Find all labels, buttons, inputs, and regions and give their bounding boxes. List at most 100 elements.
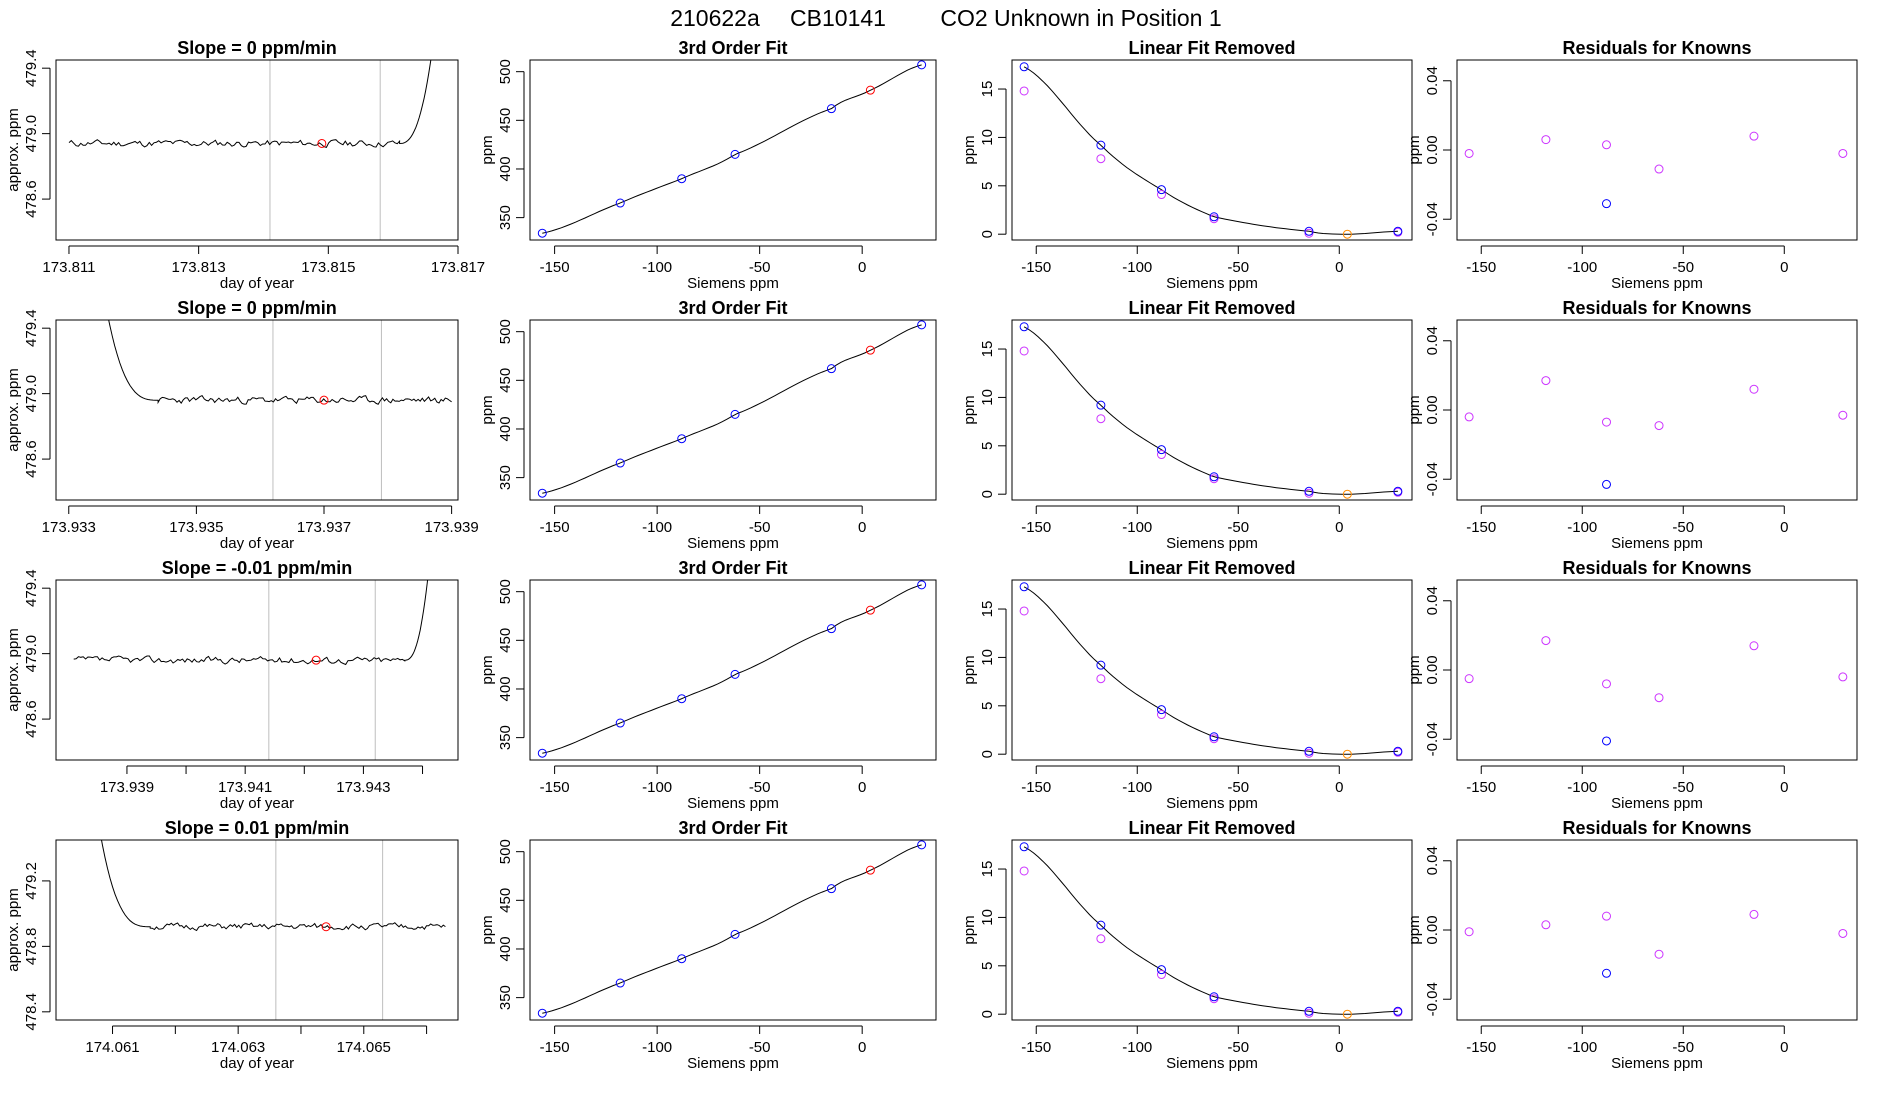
- known-standard-point: [1393, 1006, 1403, 1016]
- panel-r2-linear_removed: Linear Fit Removed -150 -100 -50 0 Siemens pp…: [961, 558, 1413, 812]
- panel-r1-fit: 3rd Order Fit -150 -100 -50 0 Siemens ppm 350 4…: [479, 298, 937, 552]
- known-standard-point: [1019, 842, 1029, 852]
- panel-title: 3rd Order Fit: [678, 818, 787, 838]
- y-tick-label: 350: [497, 985, 514, 1010]
- concentration-trace: [100, 840, 446, 932]
- x-tick-label: 173.939: [100, 779, 154, 796]
- x-tick-label: -50: [1672, 1039, 1694, 1056]
- known-standard-point: [1209, 472, 1219, 482]
- panel-title: Linear Fit Removed: [1128, 298, 1295, 318]
- panel-title: 3rd Order Fit: [678, 298, 787, 318]
- plot-frame: [1011, 319, 1413, 501]
- panel-title: Slope = 0 ppm/min: [177, 38, 337, 58]
- x-tick-label: 173.813: [172, 259, 226, 276]
- known-standard-point: [1096, 400, 1106, 410]
- y-axis-label: approx. ppm: [5, 888, 22, 971]
- y-tick-label: 0.00: [1424, 135, 1441, 164]
- y-tick-label: 15: [979, 81, 996, 98]
- panel-title: Residuals for Knowns: [1562, 558, 1751, 578]
- x-tick-label: 174.065: [337, 1039, 391, 1056]
- panel-r3-fit: 3rd Order Fit -150 -100 -50 0 Siemens ppm 350 4…: [479, 818, 937, 1072]
- reference-point: [1209, 474, 1219, 484]
- unknown-point: [1342, 229, 1352, 239]
- known-standard-point: [537, 228, 547, 238]
- plot-frame: [55, 579, 459, 761]
- panel-r0-linear_removed: Linear Fit Removed -150 -100 -50 0 Siemens pp…: [961, 38, 1413, 292]
- plot-frame: [529, 59, 937, 241]
- plot-area: [1019, 582, 1403, 759]
- x-tick-label: -50: [1227, 519, 1249, 536]
- residual-outlier-point: [1601, 968, 1611, 978]
- residual-point: [1601, 679, 1611, 689]
- reference-point: [1304, 228, 1314, 238]
- known-standard-point: [1156, 445, 1166, 455]
- y-tick-label: 5: [979, 702, 996, 710]
- fit-curve: [542, 844, 922, 1014]
- x-axis-label: Siemens ppm: [1611, 795, 1703, 812]
- residual-point: [1654, 693, 1664, 703]
- x-axis-label: day of year: [220, 1055, 294, 1072]
- y-axis-label: ppm: [1406, 395, 1423, 424]
- y-tick-label: 10: [979, 649, 996, 666]
- x-tick-label: 174.061: [85, 1039, 139, 1056]
- known-standard-point: [730, 149, 740, 159]
- y-axis-label: ppm: [479, 135, 496, 164]
- known-standard-point: [1156, 705, 1166, 715]
- x-tick-label: 174.063: [211, 1039, 265, 1056]
- unknown-point: [865, 865, 875, 875]
- panel-title: 3rd Order Fit: [678, 558, 787, 578]
- y-tick-label: 15: [979, 601, 996, 618]
- known-standard-point: [615, 718, 625, 728]
- x-tick-label: -50: [1672, 779, 1694, 796]
- y-tick-label: 400: [497, 156, 514, 181]
- plot-area: [1019, 842, 1403, 1019]
- y-tick-label: 350: [497, 725, 514, 750]
- y-tick-label: 0: [979, 1010, 996, 1018]
- plot-frame: [529, 579, 937, 761]
- plot-frame: [1011, 839, 1413, 1021]
- x-tick-label: -50: [1672, 519, 1694, 536]
- known-standard-point: [1304, 486, 1314, 496]
- plot-area: [68, 60, 432, 240]
- known-standard-point: [1156, 965, 1166, 975]
- known-standard-point: [677, 174, 687, 184]
- y-tick-label: 450: [497, 368, 514, 393]
- residual-point: [1464, 412, 1474, 422]
- plot-area: [537, 320, 927, 498]
- x-axis-label: Siemens ppm: [1166, 795, 1258, 812]
- residual-point: [1654, 421, 1664, 431]
- x-tick-label: 0: [1780, 779, 1788, 796]
- x-tick-label: 0: [1335, 1039, 1343, 1056]
- reference-point: [1096, 414, 1106, 424]
- reference-point: [1304, 748, 1314, 758]
- x-tick-label: 173.817: [431, 259, 485, 276]
- known-standard-point: [1096, 660, 1106, 670]
- figure-title-date: 210622a: [670, 5, 760, 31]
- x-axis-label: Siemens ppm: [1611, 1055, 1703, 1072]
- x-axis-label: Siemens ppm: [1166, 1055, 1258, 1072]
- residual-point: [1464, 148, 1474, 158]
- y-tick-label: 15: [979, 861, 996, 878]
- figure-title-description: CO2 Unknown in Position 1: [940, 5, 1221, 31]
- y-tick-label: 0.00: [1424, 915, 1441, 944]
- y-axis-label: ppm: [479, 395, 496, 424]
- reference-point: [1209, 734, 1219, 744]
- fit-curve: [542, 584, 922, 754]
- known-standard-point: [615, 978, 625, 988]
- y-tick-label: 500: [497, 839, 514, 864]
- panel-r0-trace: Slope = 0 ppm/min 173.811 173.813 173.815 17…: [5, 38, 485, 292]
- known-standard-point: [826, 884, 836, 894]
- unknown-point: [1342, 489, 1352, 499]
- known-standard-point: [1156, 185, 1166, 195]
- y-tick-label: 478.6: [23, 440, 40, 478]
- panel-r2-residuals: Residuals for Knowns -150 -100 -50 0 Siemens …: [1406, 558, 1858, 812]
- known-standard-point: [730, 409, 740, 419]
- x-tick-label: -100: [1122, 519, 1152, 536]
- plot-frame: [1456, 319, 1858, 501]
- x-tick-label: -150: [1021, 779, 1051, 796]
- y-axis-label: ppm: [961, 915, 978, 944]
- concentration-trace: [73, 580, 429, 666]
- y-tick-label: 500: [497, 319, 514, 344]
- fit-curve: [542, 64, 922, 234]
